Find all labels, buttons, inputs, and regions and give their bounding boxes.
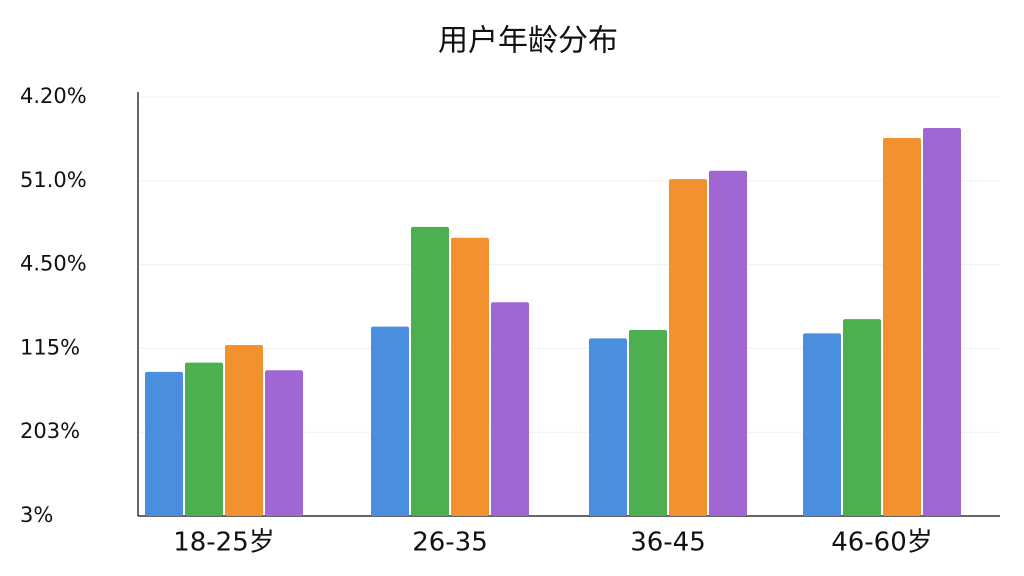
bar xyxy=(371,326,409,516)
x-tick-label: 26-35 xyxy=(412,528,488,558)
y-tick-label: 203% xyxy=(20,419,80,443)
bar xyxy=(803,333,841,516)
y-tick-label: 115% xyxy=(20,335,80,359)
bar xyxy=(589,338,627,516)
bar xyxy=(883,138,921,516)
bar xyxy=(225,345,263,516)
x-tick-label: 46-60岁 xyxy=(831,528,933,558)
y-tick-label: 3% xyxy=(20,503,53,527)
bar xyxy=(923,128,961,517)
chart-title: 用户年龄分布 xyxy=(438,24,618,59)
bar xyxy=(145,371,183,516)
bar xyxy=(265,370,303,516)
bar xyxy=(709,170,747,516)
y-tick-label: 51.0% xyxy=(20,168,87,192)
y-tick-label: 4.50% xyxy=(20,252,87,276)
bar xyxy=(843,319,881,516)
bar xyxy=(451,237,489,516)
bar xyxy=(411,226,449,516)
bar xyxy=(629,329,667,516)
bar xyxy=(185,362,223,516)
bar xyxy=(669,179,707,516)
y-tick-label: 4.20% xyxy=(20,84,87,108)
bar xyxy=(491,302,529,516)
x-tick-label: 18-25岁 xyxy=(173,528,275,558)
x-tick-label: 36-45 xyxy=(630,528,706,558)
